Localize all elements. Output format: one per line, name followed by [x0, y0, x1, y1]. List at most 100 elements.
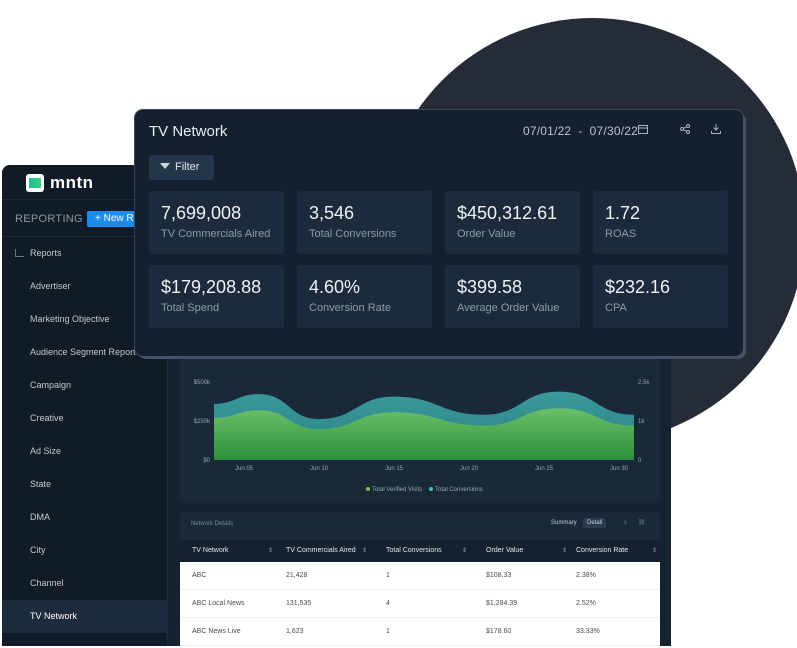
metric-tile: $232.16 CPA — [593, 265, 728, 328]
metric-label: ROAS — [605, 228, 637, 240]
legend-label: Total Conversions — [435, 487, 483, 493]
metric-tile: 1.72 ROAS — [593, 191, 728, 254]
date-start[interactable]: 07/01/22 — [523, 124, 572, 138]
metric-label: TV Commercials Aired — [161, 228, 271, 240]
metric-label: CPA — [605, 302, 627, 314]
column-header[interactable]: TV Commercials Aired — [286, 547, 356, 554]
metric-tile: $399.58 Average Order Value — [445, 265, 580, 328]
sidebar: mntn REPORTING + New Re Reports Advertis… — [2, 165, 168, 646]
logo[interactable]: mntn — [26, 173, 94, 193]
table-cell: 1 — [386, 628, 390, 635]
sidebar-item[interactable]: TV Network — [2, 600, 168, 633]
sidebar-item[interactable]: Creative — [30, 413, 64, 423]
new-report-button[interactable]: + New Re — [87, 211, 148, 227]
table-cell: 1 — [386, 572, 390, 579]
column-header[interactable]: Order Value — [486, 547, 524, 554]
sort-icon[interactable]: ⇕ — [268, 548, 274, 554]
x-tick-label: Jun 15 — [385, 466, 404, 472]
sidebar-item[interactable]: City — [30, 545, 46, 555]
metric-value: $179,208.88 — [161, 277, 262, 297]
table-row[interactable]: ABC Local News 131,535 4 $1,284.39 2.52% — [180, 590, 660, 618]
metric-tile: $450,312.61 Order Value — [445, 191, 580, 254]
x-tick-label: Jun 05 — [235, 466, 254, 472]
link-icon[interactable]: ⛓ — [638, 520, 646, 526]
table-cell: ABC Local News — [192, 600, 245, 607]
metric-label: Order Value — [457, 228, 516, 240]
download-icon[interactable]: ⤓ — [624, 519, 627, 525]
sidebar-item-reports[interactable]: Reports — [2, 237, 168, 270]
x-tick-label: Jun 30 — [610, 466, 629, 472]
summary-toggle[interactable]: Summary — [551, 520, 577, 526]
table-cell: 21,428 — [286, 572, 308, 579]
calendar-icon[interactable] — [638, 124, 648, 137]
sort-icon[interactable]: ⇕ — [462, 548, 468, 554]
filter-label: Filter — [175, 161, 200, 173]
column-header[interactable]: Conversion Rate — [576, 547, 629, 554]
sort-icon[interactable]: ⇕ — [652, 548, 658, 554]
sidebar-item[interactable]: Advertiser — [30, 281, 71, 291]
column-header[interactable]: TV Network — [192, 547, 229, 554]
area-chart: $500k $250k $0 2.5k 1k 0 Jun 05 Jun 10 Jun 15 Jun… — [194, 380, 651, 493]
series-area-total-verified-visits — [214, 408, 634, 460]
table-row[interactable]: ABC News Live 1,623 1 $178.60 33.33% — [180, 618, 660, 646]
filter-icon — [160, 163, 170, 169]
reporting-header: REPORTING + New Re — [2, 199, 168, 237]
table-cell: ABC — [192, 572, 207, 579]
metric-label: Average Order Value — [457, 302, 560, 314]
y-right-tick-label: 0 — [638, 458, 642, 464]
bar-chart-icon — [15, 249, 24, 257]
detail-toggle[interactable]: Detail — [583, 518, 607, 528]
metric-tile: $179,208.88 Total Spend — [149, 265, 284, 328]
y-right-tick-label: 1k — [638, 419, 645, 425]
metric-value: 7,699,008 — [161, 203, 242, 223]
date-separator: - — [578, 124, 583, 138]
metric-value: 1.72 — [605, 203, 641, 223]
metric-value: $399.58 — [457, 277, 523, 297]
download-icon[interactable] — [711, 124, 721, 137]
sidebar-item[interactable]: State — [30, 479, 52, 489]
metric-tile: 3,546 Total Conversions — [297, 191, 432, 254]
card-title: TV Network — [149, 123, 228, 140]
table-row[interactable]: ABC 21,428 1 $108.33 2.38% — [180, 562, 660, 590]
table-cell: 1,623 — [286, 628, 304, 635]
table-cell: $178.60 — [486, 628, 512, 635]
sidebar-item-label: Reports — [30, 248, 62, 258]
date-end[interactable]: 07/30/22 — [589, 124, 638, 138]
sidebar-item[interactable]: DMA — [30, 512, 50, 522]
date-range[interactable]: 07/01/22 - 07/30/22 — [523, 124, 638, 138]
metric-value: 3,546 — [309, 203, 355, 223]
table-cell: $1,284.39 — [486, 600, 518, 607]
table-cell: $108.33 — [486, 572, 512, 579]
network-details-table: Network Details Summary Detail ⤓ ⛓ TV Ne… — [180, 512, 660, 646]
metric-label: Conversion Rate — [309, 302, 391, 314]
table-cell: 33.33% — [576, 628, 600, 635]
table-cell: 2.52% — [576, 600, 596, 607]
reporting-label: REPORTING — [15, 213, 83, 225]
legend-dot-total-conversions — [429, 487, 433, 491]
metric-label: Total Conversions — [309, 228, 397, 240]
table-cell: ABC News Live — [192, 628, 241, 635]
sort-icon[interactable]: ⇕ — [562, 548, 568, 554]
share-icon[interactable] — [680, 124, 690, 137]
column-header[interactable]: Total Conversions — [386, 547, 442, 554]
sidebar-item[interactable]: Marketing Objective — [30, 314, 110, 324]
y-left-tick-label: $500k — [194, 380, 211, 386]
metric-value: $232.16 — [605, 277, 671, 297]
metric-tile: 4.60% Conversion Rate — [297, 265, 432, 328]
filter-button[interactable]: Filter — [149, 155, 214, 180]
x-tick-label: Jun 25 — [535, 466, 554, 472]
sidebar-item[interactable]: Audience Segment Report — [30, 347, 136, 357]
sidebar-item[interactable]: Ad Size — [30, 446, 62, 456]
table-cell: 2.38% — [576, 572, 596, 579]
metric-tile: 7,699,008 TV Commercials Aired — [149, 191, 284, 254]
y-left-tick-label: $0 — [203, 458, 210, 464]
sort-icon[interactable]: ⇕ — [362, 548, 368, 554]
table-cell: 4 — [386, 600, 390, 607]
y-right-tick-label: 2.5k — [638, 380, 650, 386]
table-header — [180, 540, 660, 562]
sidebar-item[interactable]: Channel — [30, 578, 64, 588]
x-tick-label: Jun 20 — [460, 466, 479, 472]
brand-name: mntn — [50, 173, 94, 192]
y-left-tick-label: $250k — [194, 419, 211, 425]
sidebar-item[interactable]: Campaign — [30, 380, 72, 390]
